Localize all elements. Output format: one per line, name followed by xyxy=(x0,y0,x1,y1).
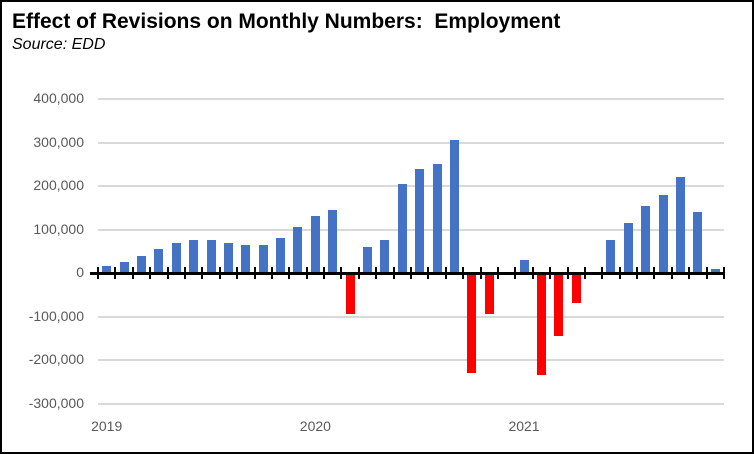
gridline--300000 xyxy=(98,402,724,405)
bar-2019-04 xyxy=(154,249,164,273)
bar-2021-11 xyxy=(693,212,703,273)
bar-2020-03 xyxy=(345,273,355,315)
bar-2020-05 xyxy=(380,240,390,273)
x-axis-tick xyxy=(705,267,708,279)
x-axis-tick xyxy=(688,267,691,279)
x-axis-tick xyxy=(340,267,343,279)
x-axis-tick xyxy=(392,267,395,279)
x-axis-tick xyxy=(201,267,204,279)
x-axis-tick xyxy=(323,267,326,279)
y-axis-label--100000: -100,000 xyxy=(28,307,84,324)
x-axis-tick xyxy=(253,267,256,279)
x-axis-tick xyxy=(444,267,447,279)
bar-2021-08 xyxy=(641,205,651,273)
bar-2021-10 xyxy=(676,177,686,273)
bar-2020-11 xyxy=(484,273,494,315)
bar-2019-01 xyxy=(102,266,112,273)
bar-2021-01 xyxy=(519,259,529,273)
y-axis-label--200000: -200,000 xyxy=(28,351,84,367)
x-axis-tick xyxy=(531,267,534,279)
chart-subtitle: Source: EDD xyxy=(12,36,106,53)
bar-2021-04 xyxy=(571,273,581,304)
bar-2021-02 xyxy=(536,273,546,376)
y-axis-label-200000: 200,000 xyxy=(33,177,84,193)
x-axis-label-2020: 2020 xyxy=(299,418,331,434)
x-axis-tick xyxy=(496,267,499,279)
x-axis-tick xyxy=(114,267,117,279)
bar-2019-12 xyxy=(293,227,303,273)
gridline-300000 xyxy=(98,141,724,144)
x-axis-tick xyxy=(166,267,169,279)
bar-2020-02 xyxy=(328,209,338,273)
x-axis-tick xyxy=(618,267,621,279)
bar-2021-06 xyxy=(606,240,616,273)
x-axis-line xyxy=(90,271,725,275)
x-axis-tick xyxy=(670,267,673,279)
bar-2020-06 xyxy=(397,183,407,273)
gridline-200000 xyxy=(98,185,724,187)
bar-2019-10 xyxy=(258,244,268,273)
x-axis-tick xyxy=(410,267,412,279)
x-axis-tick xyxy=(149,267,152,279)
x-axis-tick xyxy=(357,267,360,279)
bar-2020-09 xyxy=(449,140,459,273)
bar-2021-07 xyxy=(623,222,633,273)
gridline--100000 xyxy=(98,315,724,318)
x-axis-tick xyxy=(183,267,186,279)
y-axis-label-100000: 100,000 xyxy=(33,220,84,237)
x-axis-tick xyxy=(97,267,99,279)
y-axis-label-300000: 300,000 xyxy=(33,133,84,150)
gridline-400000 xyxy=(98,98,724,100)
bar-2020-10 xyxy=(467,273,477,374)
x-axis-label-2019: 2019 xyxy=(91,418,123,434)
bar-2019-02 xyxy=(119,262,129,273)
bar-2019-03 xyxy=(136,255,146,273)
x-axis-tick xyxy=(270,267,273,279)
bar-2019-09 xyxy=(241,244,251,273)
x-axis-tick xyxy=(514,267,517,279)
y-axis-label--300000: -300,000 xyxy=(28,394,84,411)
x-axis-tick xyxy=(566,267,569,279)
x-axis-tick xyxy=(462,267,465,279)
bar-2021-09 xyxy=(658,194,668,273)
x-axis-tick xyxy=(549,267,552,279)
x-axis-tick xyxy=(653,267,656,279)
y-axis-label-0: 0 xyxy=(76,264,84,280)
x-axis-tick xyxy=(375,267,378,279)
bar-2019-11 xyxy=(276,238,286,273)
x-axis-tick xyxy=(288,267,291,279)
x-axis-tick xyxy=(305,267,308,279)
bar-2021-12 xyxy=(710,268,720,273)
bar-2020-04 xyxy=(363,246,373,273)
gridline--200000 xyxy=(98,359,724,361)
gridline-100000 xyxy=(98,228,724,231)
bar-2019-08 xyxy=(223,242,233,273)
bar-2020-08 xyxy=(432,164,442,273)
chart-title: Effect of Revisions on Monthly Numbers: … xyxy=(12,10,561,33)
bar-2019-07 xyxy=(206,240,216,273)
bar-2019-06 xyxy=(189,240,199,273)
x-axis-label-2021: 2021 xyxy=(508,418,540,434)
x-axis-tick xyxy=(218,267,221,279)
x-axis-tick xyxy=(131,267,134,279)
x-axis-tick xyxy=(601,267,604,279)
bar-2020-01 xyxy=(310,216,320,273)
bar-2019-05 xyxy=(171,242,181,273)
y-axis-label-400000: 400,000 xyxy=(33,90,84,106)
x-axis-tick xyxy=(723,267,725,279)
x-axis-tick xyxy=(427,267,430,279)
x-axis-tick xyxy=(583,267,586,279)
bar-2021-03 xyxy=(554,273,564,337)
x-axis-tick xyxy=(479,267,482,279)
x-axis-tick xyxy=(636,267,639,279)
bar-2020-07 xyxy=(415,168,425,273)
x-axis-tick xyxy=(236,267,239,279)
